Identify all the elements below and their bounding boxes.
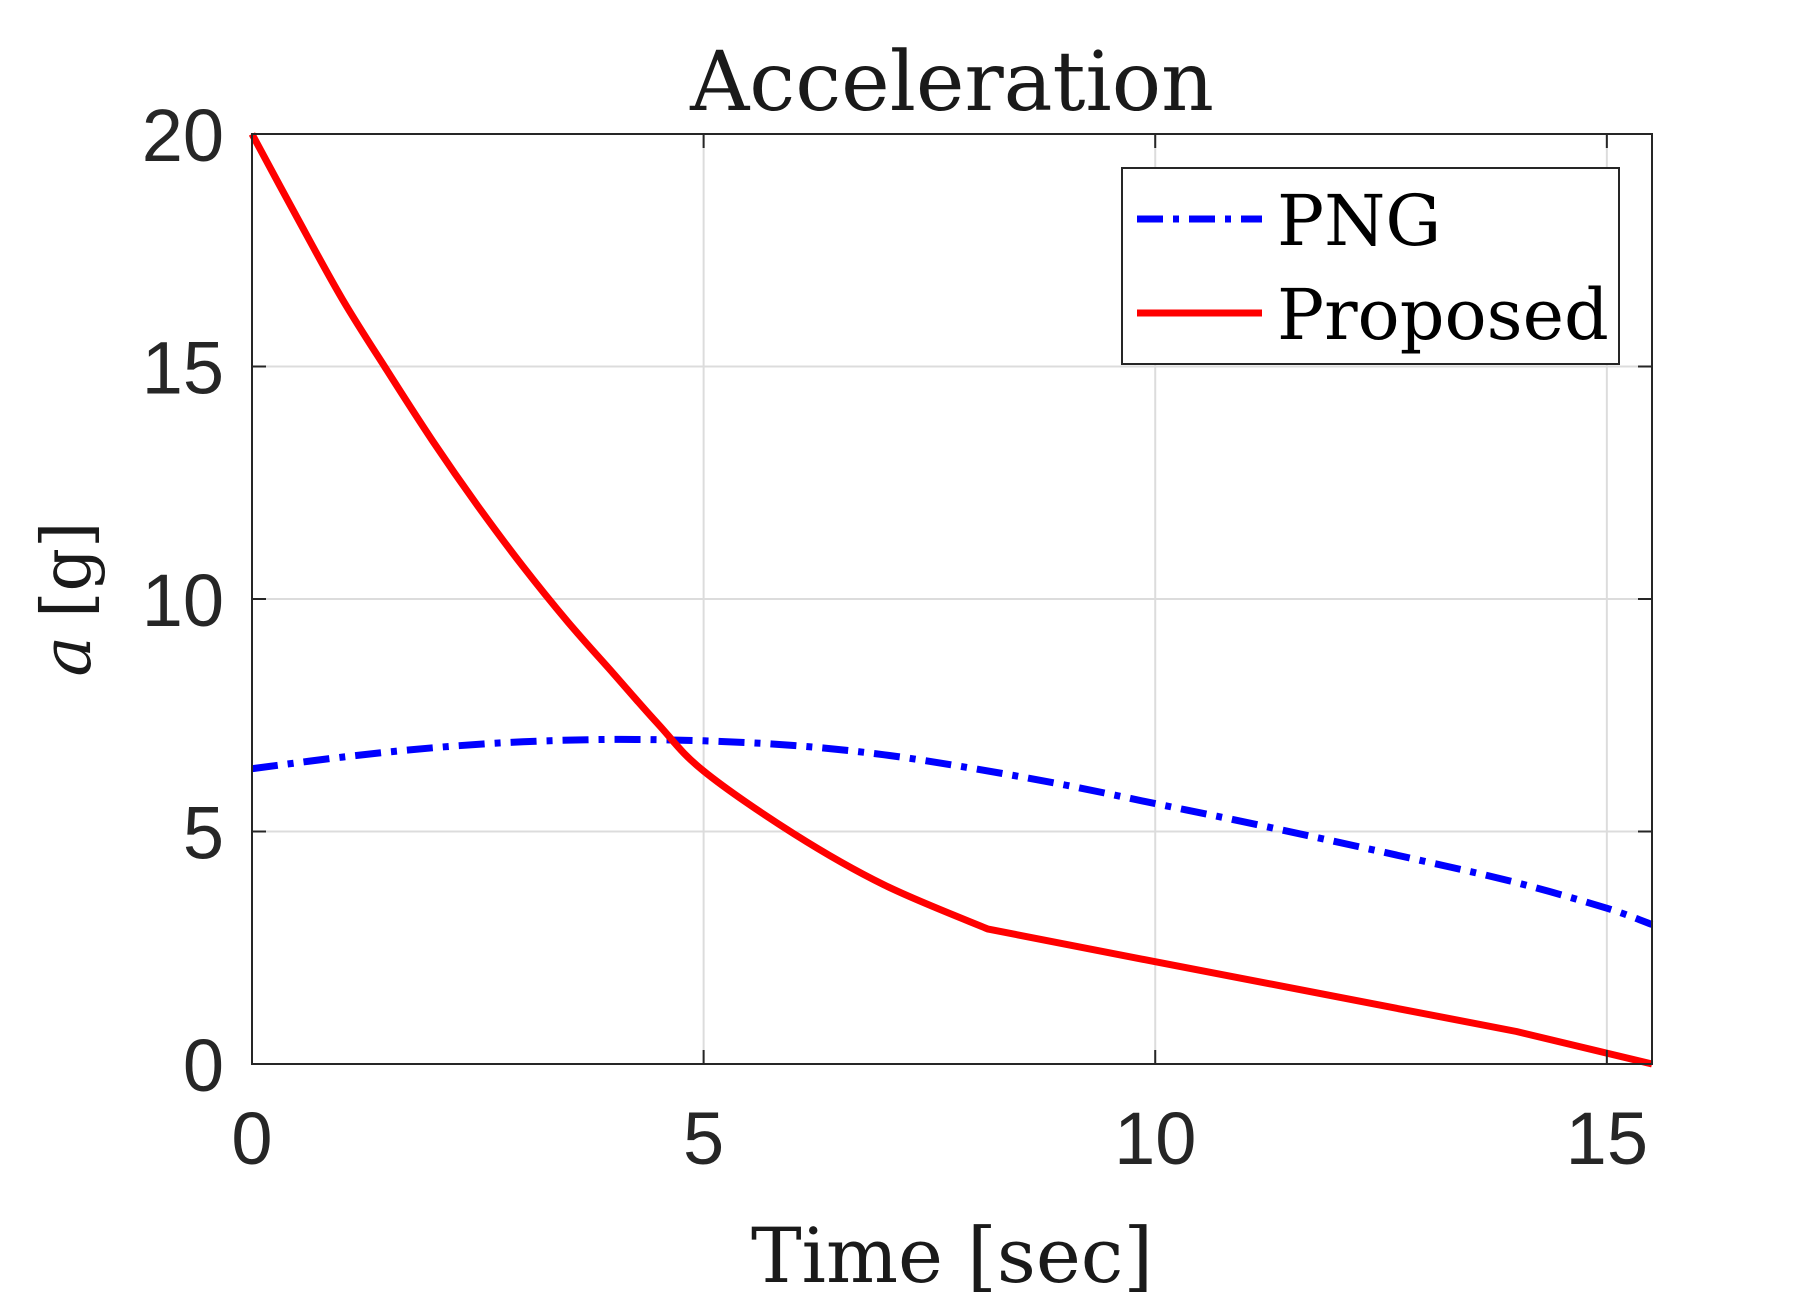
chart-title: Acceleration <box>689 35 1214 130</box>
x-tick-label: 0 <box>231 1097 272 1180</box>
legend-label-proposed: Proposed <box>1277 274 1609 356</box>
x-tick-label: 15 <box>1566 1097 1648 1180</box>
series-layer <box>248 132 1654 1068</box>
y-tick-label: 20 <box>142 94 224 177</box>
y-axis-label-variable: a <box>28 636 107 677</box>
x-axis-label: Time [sec] <box>751 1211 1153 1299</box>
x-tick-label: 10 <box>1114 1097 1196 1180</box>
y-tick-label: 15 <box>142 327 224 410</box>
series-line-proposed <box>248 132 1653 1068</box>
y-tick-label: 5 <box>183 792 224 875</box>
y-tick-label: 0 <box>183 1024 224 1107</box>
legend: PNG Proposed <box>1121 167 1620 365</box>
y-axis-label-unit: [g] <box>28 521 107 618</box>
legend-label-png: PNG <box>1277 180 1441 262</box>
ticks <box>251 133 1652 1065</box>
tick-labels: 0 5 10 15 0 5 10 15 20 <box>142 94 1648 1180</box>
y-axis-label: a [g] <box>28 521 107 676</box>
x-tick-label: 5 <box>683 1097 724 1180</box>
legend-box <box>1121 167 1620 365</box>
y-tick-label: 10 <box>142 559 224 642</box>
series-line-png <box>251 735 1654 928</box>
